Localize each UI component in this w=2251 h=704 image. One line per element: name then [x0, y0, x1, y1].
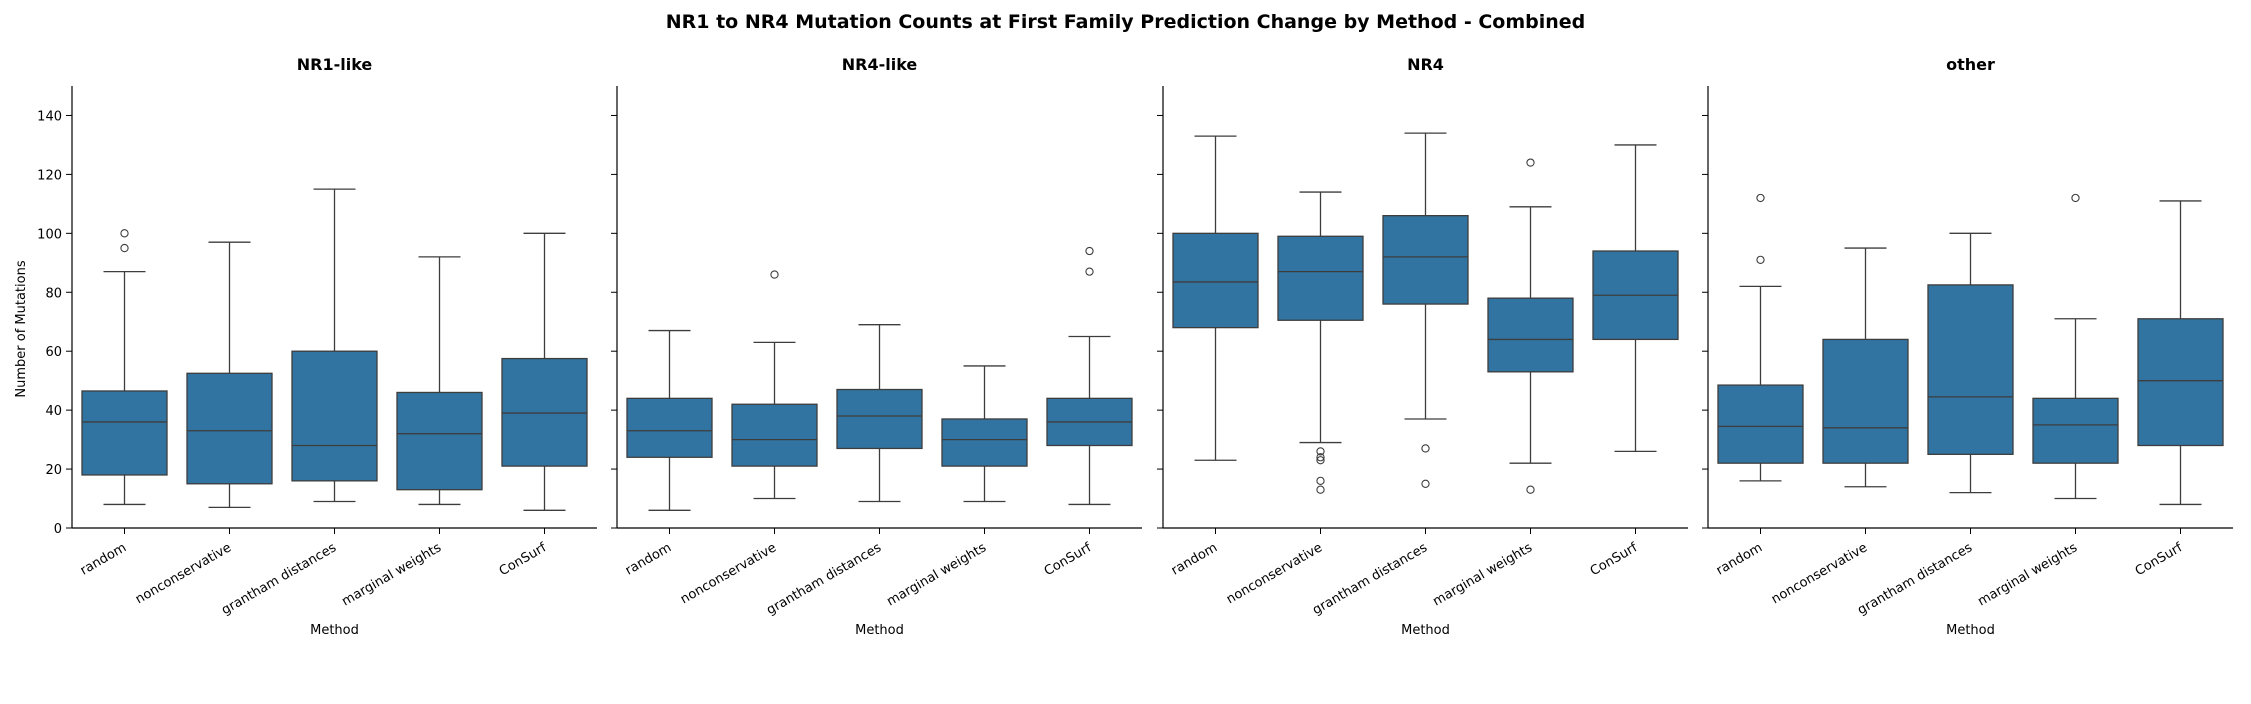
x-axis-label: Method: [1946, 623, 1995, 638]
outlier-point: [1316, 456, 1325, 465]
outlier-point: [1526, 485, 1535, 494]
x-tick-label: ConSurf: [1042, 540, 1095, 579]
y-tick-label: 80: [45, 286, 62, 301]
box-0: random: [623, 329, 713, 579]
outlier-point: [1421, 479, 1430, 488]
y-tick-label: 40: [45, 404, 62, 419]
panel-title: NR4: [1407, 55, 1444, 74]
x-axis-label: Method: [310, 623, 359, 638]
box-4: ConSurf: [2133, 200, 2224, 579]
x-tick-label: random: [1169, 540, 1220, 578]
outlier-point: [1316, 476, 1325, 486]
x-tick-label: marginal weights: [339, 540, 444, 609]
y-tick-label: 20: [45, 463, 62, 478]
outlier-point: [1316, 453, 1325, 462]
x-tick-label: grantham distances: [764, 540, 884, 618]
panel-1: NR4-like Method random nonconservativegrant…: [611, 55, 1142, 638]
box-0: random: [78, 229, 168, 579]
x-tick-label: ConSurf: [1588, 540, 1641, 579]
outlier-point: [1421, 444, 1430, 453]
outlier-point: [1085, 246, 1094, 256]
box-2: grantham distances: [1310, 132, 1469, 618]
outlier-point: [2071, 193, 2080, 203]
outlier-point: [1526, 158, 1535, 167]
x-tick-label: nonconservative: [133, 540, 234, 607]
x-tick-label: marginal weights: [1430, 540, 1535, 609]
x-tick-label: random: [1714, 540, 1765, 578]
x-tick-label: random: [78, 540, 129, 578]
box-4: ConSurf: [1588, 144, 1679, 579]
x-axis-label: Method: [1401, 623, 1450, 638]
iqr-box: [1487, 297, 1574, 373]
iqr-box: [501, 357, 588, 467]
x-tick-label: nonconservative: [678, 540, 779, 607]
panel-0: NR1-like 0 20 40 60 80 100 120 140 Method random no…: [37, 55, 597, 638]
box-0: random: [1714, 193, 1804, 579]
panel-title: NR4-like: [842, 55, 918, 74]
box-2: grantham distances: [764, 324, 923, 618]
y-tick-label: 140: [37, 109, 62, 124]
box-4: ConSurf: [497, 232, 588, 579]
iqr-box: [396, 391, 483, 491]
panel-title: other: [1946, 55, 1995, 74]
x-tick-label: grantham distances: [1855, 540, 1975, 618]
x-tick-label: nonconservative: [1769, 540, 1870, 607]
x-axis-label: Method: [855, 623, 904, 638]
x-tick-label: random: [623, 540, 674, 578]
outlier-point: [1316, 485, 1325, 494]
outlier-point: [770, 270, 779, 279]
outlier-point: [1756, 193, 1765, 203]
figure-title: NR1 to NR4 Mutation Counts at First Fami…: [666, 11, 1586, 33]
panel-3: other Method random nonconservativegrantham…: [1702, 55, 2233, 638]
y-tick-label: 100: [37, 227, 62, 242]
x-tick-label: marginal weights: [884, 540, 989, 609]
iqr-box: [731, 403, 818, 467]
iqr-box: [626, 397, 713, 458]
y-tick-label: 60: [45, 345, 62, 360]
x-tick-label: grantham distances: [1310, 540, 1430, 618]
iqr-box: [836, 388, 923, 450]
y-tick-label: 0: [54, 522, 62, 537]
x-tick-label: ConSurf: [497, 540, 550, 579]
iqr-box: [1277, 235, 1364, 321]
outlier-point: [120, 229, 129, 238]
box-0: random: [1169, 135, 1259, 579]
panel-title: NR1-like: [297, 55, 373, 74]
x-tick-label: ConSurf: [2133, 540, 2186, 579]
outlier-point: [1756, 255, 1765, 265]
x-tick-label: nonconservative: [1224, 540, 1325, 607]
iqr-box: [81, 390, 168, 476]
outlier-point: [1316, 447, 1325, 456]
box-4: ConSurf: [1042, 246, 1133, 579]
iqr-box: [2137, 318, 2224, 447]
iqr-box: [941, 418, 1028, 467]
iqr-box: [1172, 232, 1259, 329]
iqr-box: [1382, 215, 1469, 305]
outlier-point: [120, 243, 129, 253]
x-tick-label: grantham distances: [219, 540, 339, 618]
iqr-box: [186, 372, 273, 485]
iqr-box: [291, 350, 378, 482]
iqr-box: [2032, 397, 2119, 464]
y-tick-label: 120: [37, 168, 62, 183]
iqr-box: [1927, 284, 2014, 455]
y-axis-label: Number of Mutations: [14, 260, 29, 397]
x-tick-label: marginal weights: [1975, 540, 2080, 609]
outlier-point: [1085, 267, 1094, 276]
iqr-box: [1822, 338, 1909, 464]
iqr-box: [1717, 384, 1804, 464]
